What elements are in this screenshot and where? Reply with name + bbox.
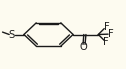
- Text: O: O: [79, 42, 87, 52]
- Text: F: F: [104, 22, 109, 32]
- Text: S: S: [9, 30, 15, 39]
- Text: F: F: [103, 37, 109, 47]
- Text: F: F: [108, 29, 114, 39]
